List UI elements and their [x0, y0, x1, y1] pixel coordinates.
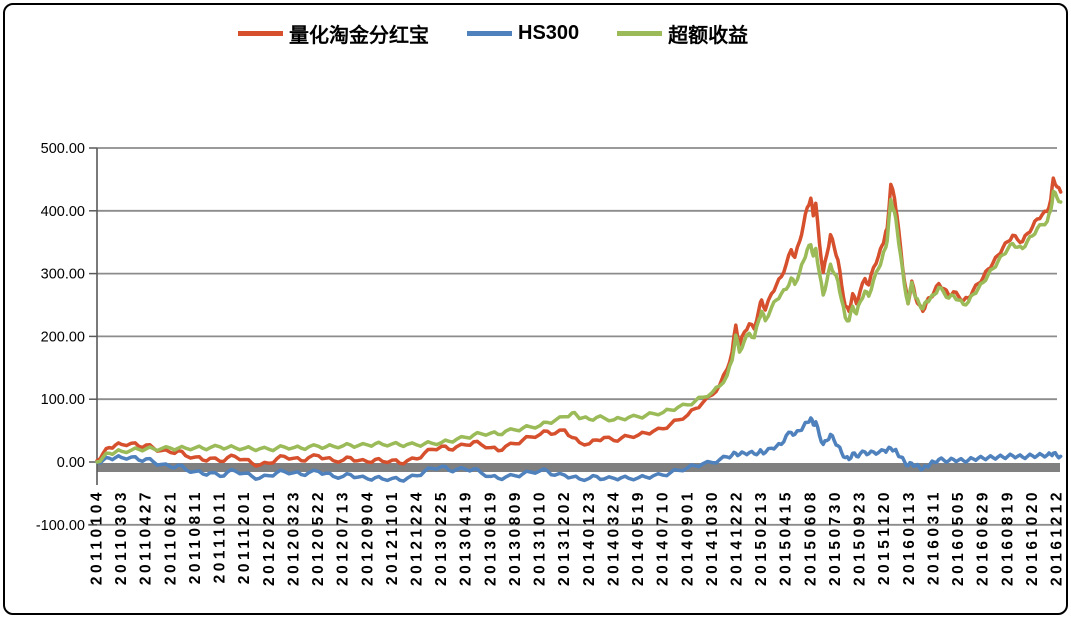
- y-axis-label: 100.00: [41, 392, 85, 408]
- x-axis-label: 20140901: [679, 489, 696, 586]
- series-line-excess: [95, 189, 1063, 464]
- x-axis-label: 20131202: [556, 489, 573, 586]
- legend-line-green-icon: [617, 31, 663, 36]
- x-axis-label: 20140519: [630, 489, 647, 586]
- x-axis-label: 20150608: [802, 489, 819, 586]
- x-axis-label: 20110427: [138, 489, 155, 585]
- x-axis-label: 20130225: [433, 489, 450, 586]
- x-axis-label: 20161020: [1024, 489, 1041, 586]
- x-axis-label: 20140123: [581, 489, 598, 586]
- x-axis-label: 20160113: [901, 489, 918, 585]
- x-axis-label: 20120201: [261, 489, 278, 586]
- x-axis-label: 20110621: [162, 489, 179, 585]
- legend-label-fund: 量化淘金分红宝: [289, 25, 429, 47]
- x-axis-label: 20141222: [729, 489, 746, 586]
- x-axis-label: 20150213: [753, 489, 770, 586]
- zero-axis-band: [97, 463, 1060, 472]
- x-axis-label: 20140324: [605, 489, 622, 586]
- x-axis-label: 20110104: [89, 489, 106, 585]
- x-axis-label: 20121224: [409, 489, 426, 586]
- x-axis-label: 20160629: [975, 489, 992, 586]
- x-axis-label: 20111201: [236, 489, 253, 584]
- x-axis-label: 20160505: [950, 489, 967, 586]
- x-axis-label: 20150415: [778, 489, 795, 586]
- x-axis-label: 20150730: [827, 489, 844, 586]
- chart-legend: 量化淘金分红宝 HS300 超额收益: [238, 19, 748, 48]
- x-axis-label: 20111011: [212, 489, 229, 583]
- y-axis-label: 500.00: [41, 141, 85, 157]
- legend-line-red-icon: [238, 31, 283, 36]
- x-axis-label: 20121101: [384, 489, 401, 585]
- legend-label-excess: 超额收益: [668, 25, 749, 47]
- x-axis-label: 20130809: [507, 489, 524, 586]
- series-line-hs300: [95, 416, 1063, 483]
- y-axis-label: -100.00: [36, 518, 85, 534]
- x-axis-label: 20160311: [925, 489, 942, 585]
- x-axis-label: 20120904: [359, 489, 376, 586]
- x-axis-label: 20110303: [113, 489, 130, 585]
- x-axis-label: 20141030: [704, 489, 721, 586]
- x-axis-label: 20120323: [285, 489, 302, 586]
- legend-item-excess: 超额收益: [617, 19, 748, 48]
- x-axis-label: 20130619: [482, 489, 499, 586]
- legend-item-fund: 量化淘金分红宝: [238, 19, 429, 48]
- x-axis-label: 20120713: [335, 489, 352, 586]
- y-axis-label: 400.00: [41, 204, 85, 220]
- legend-item-hs300: HS300: [467, 22, 579, 45]
- x-axis-label: 20110811: [187, 489, 204, 584]
- legend-label-hs300: HS300: [518, 22, 580, 44]
- x-axis-label: 20120522: [310, 489, 327, 586]
- x-axis-label: 20140710: [655, 489, 672, 586]
- series-line-fund: [95, 176, 1063, 468]
- x-axis-label: 20150923: [852, 489, 869, 586]
- x-axis-label: 20161212: [1049, 489, 1066, 586]
- x-axis-label: 20151120: [876, 489, 893, 585]
- x-axis-label: 20160819: [999, 489, 1016, 586]
- x-axis-label: 20131010: [532, 489, 549, 586]
- x-axis-label: 20130419: [458, 489, 475, 586]
- y-axis-label: 0.00: [57, 455, 85, 471]
- y-axis-label: 300.00: [41, 267, 85, 283]
- y-axis-label: 200.00: [41, 329, 85, 345]
- legend-line-blue-icon: [467, 31, 512, 36]
